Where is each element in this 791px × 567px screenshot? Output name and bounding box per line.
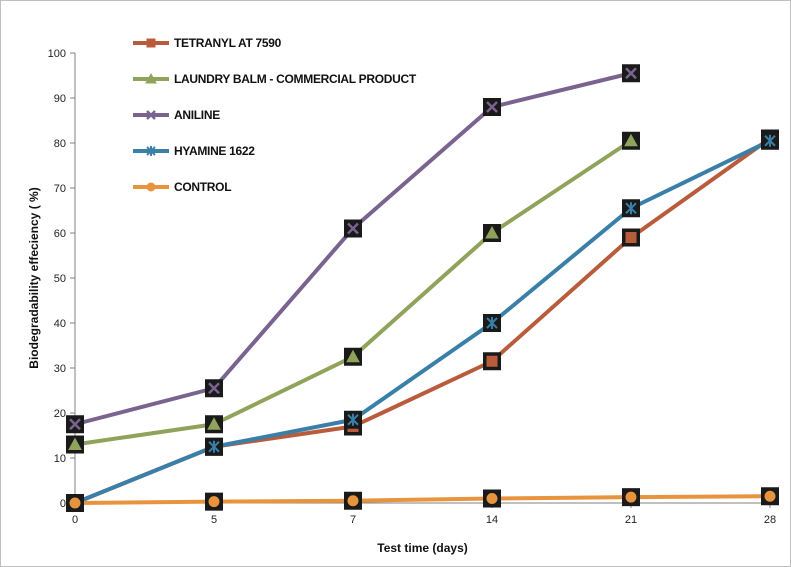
legend-item-4: CONTROL [133,180,232,194]
y-tick-label: 40 [54,318,66,330]
legend-swatch-marker [146,182,156,192]
y-tick-label: 30 [54,363,66,375]
data-point [68,437,82,450]
data-point [764,134,776,147]
y-axis-title: Biodegradability effeciency ( %) [27,187,41,368]
data-point [485,225,499,239]
x-tick-label: 28 [764,514,776,526]
series-line-4 [73,494,772,505]
data-point [486,101,498,113]
legend-item-3: HYAMINE 1622 [133,144,256,158]
x-axis-title: Test time (days) [377,541,467,555]
x-tick-label: 21 [625,514,637,526]
y-tick-label: 20 [54,408,66,420]
data-point [624,133,638,147]
legend-label: CONTROL [174,180,231,194]
legend: TETRANYL AT 7590 LAUNDRY BALM - COMMERCIA… [133,36,417,194]
series-line-3 [73,138,772,505]
data-point [208,382,220,395]
y-tick-label: 80 [54,138,66,150]
legend-swatch-marker [146,110,156,120]
y-tick-label: 60 [54,228,66,240]
x-tick-label: 5 [211,514,217,526]
x-tick-label: 14 [486,514,498,526]
legend-swatch-marker [145,72,157,84]
y-tick-label: 70 [54,183,66,195]
series-markers [66,64,779,512]
data-point [207,417,221,430]
data-point [625,491,637,503]
x-tick-label: 0 [72,514,78,526]
y-tick-label: 10 [54,453,66,465]
data-point [347,222,359,235]
data-point [486,355,498,367]
y-tick-label: 100 [48,48,66,60]
legend-label: ANILINE [174,108,220,122]
y-tick-label: 90 [54,93,66,105]
legend-swatch-marker [146,146,156,156]
data-point [208,440,220,453]
y-tick-label: 0 [60,498,66,510]
legend-item-0: TETRANYL AT 7590 [133,36,282,50]
data-point [625,67,637,80]
y-axis-ticks: 0 10 20 30 40 50 60 70 80 90 100 [48,48,75,510]
data-point [69,418,81,431]
legend-item-1: LAUNDRY BALM - COMMERCIAL PRODUCT [133,72,417,86]
data-point [764,490,776,502]
x-tick-label: 7 [350,514,356,526]
data-point [486,317,498,329]
legend-label: LAUNDRY BALM - COMMERCIAL PRODUCT [174,72,417,86]
legend-label: TETRANYL AT 7590 [174,36,282,50]
data-point [208,496,220,508]
data-point [486,493,498,504]
data-point [347,413,359,426]
legend-label: HYAMINE 1622 [174,144,255,158]
data-point [625,202,637,215]
data-point [625,232,637,243]
data-point [347,495,359,507]
data-point [346,349,360,363]
legend-item-2: ANILINE [133,108,220,122]
legend-swatch-marker [146,38,156,48]
data-point [69,497,81,509]
y-tick-label: 50 [54,273,66,285]
